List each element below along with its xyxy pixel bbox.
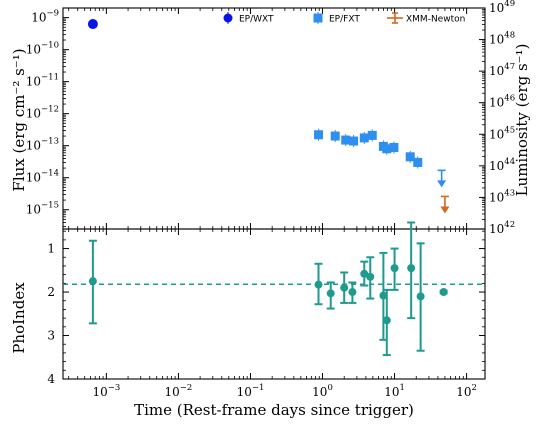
y-axis-label-flux: Flux (erg cm⁻² s⁻¹) <box>10 48 28 191</box>
phoindex-point <box>382 316 391 325</box>
flux-tick-label: 10−15 <box>26 201 59 217</box>
x-tick-label: 101 <box>384 383 405 399</box>
luminosity-tick-label: 1045 <box>489 125 515 141</box>
flux-tick-label: 10−13 <box>26 137 59 153</box>
phoindex-point <box>348 288 357 297</box>
phoindex-point <box>439 288 448 297</box>
phoindex-tick-label: 4 <box>47 372 55 386</box>
legend-marker-fxt <box>313 13 323 23</box>
legend-marker-wxt <box>223 13 233 23</box>
phoindex-point <box>390 264 399 273</box>
phoindex-tick-label: 2 <box>47 285 55 299</box>
flux-tick-label: 10−10 <box>26 41 59 57</box>
luminosity-tick-label: 1043 <box>489 188 515 204</box>
fxt-flux-point <box>413 157 423 167</box>
luminosity-tick-label: 1046 <box>489 94 515 110</box>
upper-limit-arrow <box>440 206 450 214</box>
legend-label: XMM-Newton <box>406 15 465 25</box>
fxt-flux-point <box>405 152 415 162</box>
fxt-flux-point <box>359 133 369 143</box>
y-axis-label-phoindex: PhoIndex <box>10 282 28 354</box>
phoindex-point <box>366 272 375 281</box>
luminosity-tick-label: 1042 <box>489 220 515 236</box>
phoindex-point <box>379 291 388 300</box>
x-tick-label: 10−3 <box>92 383 120 399</box>
fxt-flux-point <box>314 130 324 140</box>
x-axis-label-time: Time (Rest-frame days since trigger) <box>134 401 414 419</box>
x-tick-label: 10−1 <box>237 383 265 399</box>
fxt-flux-point <box>389 142 399 152</box>
flux-tick-label: 10−14 <box>26 169 59 185</box>
phoindex-point <box>314 280 323 289</box>
fxt-flux-point <box>349 136 359 146</box>
phoindex-point <box>326 289 335 298</box>
x-tick-label: 102 <box>456 383 477 399</box>
phoindex-panel-frame <box>62 228 486 380</box>
wxt-flux-point <box>87 19 98 30</box>
luminosity-tick-label: 1048 <box>489 31 515 47</box>
fxt-flux-point <box>382 144 392 154</box>
phoindex-tick-label: 3 <box>47 329 55 343</box>
flux-panel: 10−9 10−10 10−11 10−12 10−13 10−14 10−15 1049 10… <box>26 0 515 236</box>
flux-tick-label: 10−12 <box>26 105 59 121</box>
upper-limit-arrow <box>437 180 447 188</box>
phoindex-point <box>416 292 425 301</box>
flux-tick-label: 10−9 <box>31 9 59 25</box>
luminosity-tick-label: 1044 <box>489 157 515 173</box>
fxt-flux-point <box>330 131 340 141</box>
x-tick-label: 10−2 <box>165 383 193 399</box>
flux-tick-label: 10−11 <box>26 73 59 89</box>
phoindex-point <box>340 283 349 292</box>
legend-label: EP/WXT <box>239 15 274 25</box>
luminosity-tick-label: 1047 <box>489 62 515 78</box>
x-tick-label: 100 <box>312 383 333 399</box>
phoindex-point <box>407 264 416 273</box>
phoindex-point <box>360 269 369 278</box>
luminosity-tick-label: 1049 <box>489 0 515 15</box>
fxt-flux-point <box>367 130 377 140</box>
phoindex-panel: 10−3 10−2 10−1 100 101 102 1 2 3 4 <box>47 221 486 399</box>
phoindex-point <box>88 277 97 286</box>
legend: EP/WXT EP/FXT XMM-Newton <box>223 12 465 25</box>
phoindex-tick-label: 1 <box>47 242 55 256</box>
fxt-flux-point <box>341 135 351 145</box>
y-axis-label-luminosity: Luminosity (erg s⁻¹) <box>513 44 531 197</box>
legend-label: EP/FXT <box>329 15 360 25</box>
